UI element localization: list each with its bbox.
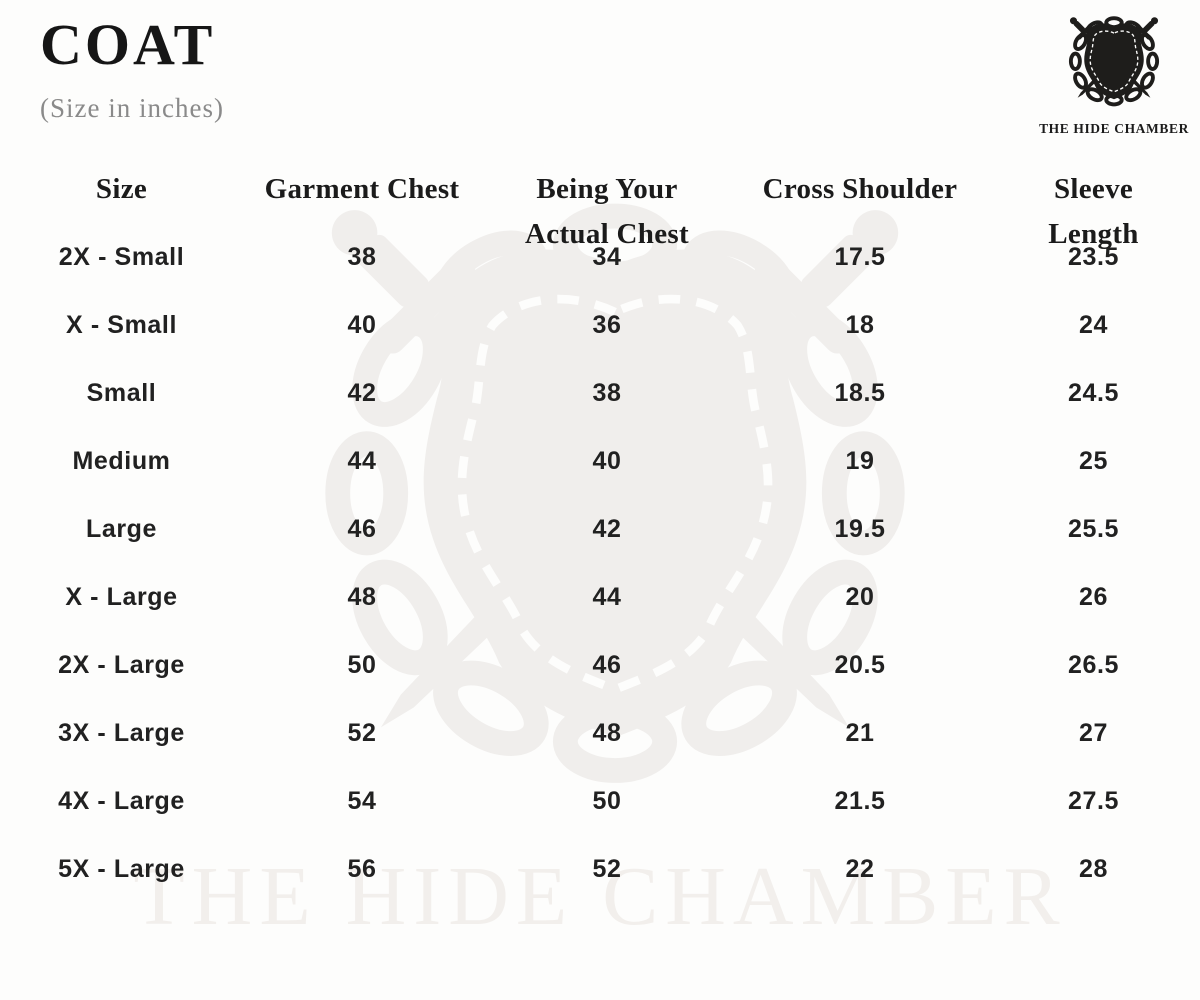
size-label: 3X - Large bbox=[58, 718, 185, 747]
measurement-value: 56 bbox=[347, 854, 377, 883]
measurement-value: 38 bbox=[347, 242, 377, 271]
page-subtitle: (Size in inches) bbox=[40, 92, 224, 123]
title-block: COAT (Size in inches) bbox=[40, 12, 224, 124]
measurement-value: 48 bbox=[592, 718, 622, 747]
size-label: 5X - Large bbox=[58, 854, 185, 883]
measurement-value: 26 bbox=[1078, 582, 1108, 611]
size-label: Large bbox=[85, 514, 158, 543]
measurement-value: 21 bbox=[845, 718, 875, 747]
measurement-value: 24 bbox=[1078, 310, 1108, 339]
brand-name: THE HIDE CHAMBER bbox=[1039, 121, 1189, 136]
size-label: 4X - Large bbox=[58, 786, 185, 815]
column-header-size: Size bbox=[95, 173, 148, 205]
column-header-sleeve-length: Sleeve Length bbox=[1048, 173, 1139, 250]
measurement-value: 26.5 bbox=[1067, 650, 1120, 679]
measurement-value: 18.5 bbox=[834, 378, 886, 407]
measurement-value: 21.5 bbox=[834, 786, 886, 815]
measurement-value: 19.5 bbox=[834, 514, 886, 543]
measurement-value: 52 bbox=[347, 718, 377, 747]
measurement-value: 42 bbox=[592, 514, 622, 543]
measurement-value: 40 bbox=[592, 446, 622, 475]
measurement-value: 46 bbox=[347, 514, 377, 543]
hide-chamber-emblem-icon bbox=[1058, 6, 1170, 114]
measurement-value: 22 bbox=[845, 854, 875, 883]
measurement-value: 38 bbox=[592, 378, 622, 407]
measurement-value: 20 bbox=[845, 582, 875, 611]
size-label: X - Large bbox=[65, 582, 178, 611]
measurement-value: 54 bbox=[347, 786, 377, 815]
page-title: COAT bbox=[40, 12, 216, 77]
measurement-value: 28 bbox=[1078, 854, 1108, 883]
measurement-value: 42 bbox=[347, 378, 377, 407]
measurement-value: 52 bbox=[592, 854, 622, 883]
measurement-value: 48 bbox=[347, 582, 377, 611]
measurement-value: 19 bbox=[845, 446, 875, 475]
measurement-value: 46 bbox=[592, 650, 622, 679]
measurement-value: 24.5 bbox=[1067, 378, 1120, 407]
measurement-value: 25 bbox=[1078, 446, 1108, 475]
measurement-value: 20.5 bbox=[834, 650, 886, 679]
measurement-value: 36 bbox=[592, 310, 622, 339]
measurement-value: 50 bbox=[347, 650, 377, 679]
size-label: 2X - Large bbox=[58, 650, 185, 679]
measurement-value: 25.5 bbox=[1067, 514, 1120, 543]
size-label: X - Small bbox=[66, 310, 177, 339]
measurement-value: 44 bbox=[347, 446, 377, 475]
measurement-value: 27.5 bbox=[1067, 786, 1120, 815]
size-label: 2X - Small bbox=[58, 242, 185, 271]
size-label: Medium bbox=[72, 446, 171, 475]
size-label: Small bbox=[86, 378, 157, 407]
measurement-value: 18 bbox=[845, 310, 875, 339]
brand-logo: THE HIDE CHAMBER bbox=[1036, 6, 1192, 137]
size-table: Size Garment Chest Being Your Actual Chest C… bbox=[0, 155, 1200, 903]
measurement-value: 23.5 bbox=[1067, 242, 1120, 271]
measurement-value: 27 bbox=[1078, 718, 1108, 747]
measurement-value: 40 bbox=[347, 310, 377, 339]
measurement-value: 17.5 bbox=[834, 242, 886, 271]
measurement-value: 50 bbox=[592, 786, 622, 815]
measurement-value: 44 bbox=[592, 582, 622, 611]
measurement-value: 34 bbox=[592, 242, 622, 271]
